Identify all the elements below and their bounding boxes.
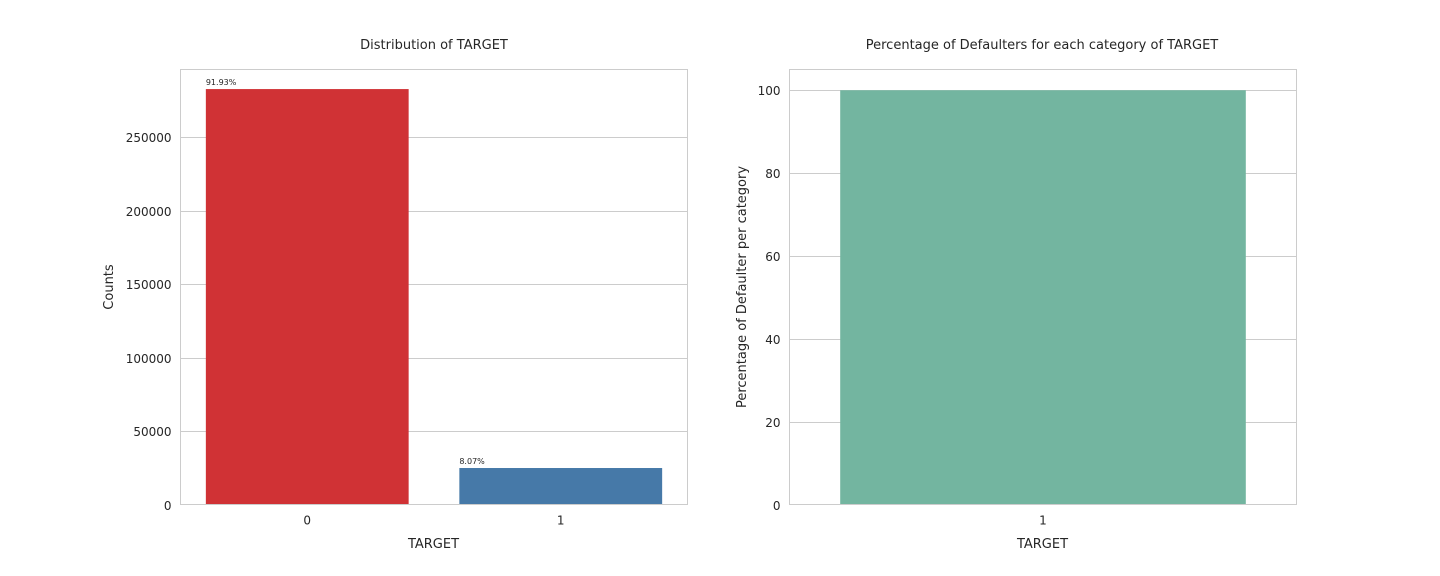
- x-tick-label: 1: [1039, 514, 1047, 528]
- defaulter-percentage-chart: Percentage of Defaulters for each catego…: [735, 38, 1297, 552]
- y-axis-label: Counts: [102, 264, 117, 310]
- chart-title: Distribution of TARGET: [360, 38, 508, 53]
- chart-title: Percentage of Defaulters for each catego…: [866, 38, 1219, 53]
- y-tick-labels: 0 50000 100000 150000 200000 250000: [126, 131, 172, 513]
- y-tick-label: 100000: [126, 352, 172, 366]
- y-tick-label: 0: [164, 499, 172, 513]
- y-tick-label: 0: [773, 499, 781, 513]
- bars: [840, 90, 1246, 505]
- bar: [205, 89, 409, 505]
- bars: [205, 89, 663, 505]
- bar: [840, 90, 1246, 505]
- plot-frame: [180, 69, 688, 505]
- x-axis-label: TARGET: [407, 537, 459, 552]
- y-tick-label: 80: [765, 167, 780, 181]
- data-labels: 91.93% 8.07%: [206, 78, 485, 466]
- x-tick-labels: 1: [1039, 514, 1047, 528]
- y-tick-label: 200000: [126, 205, 172, 219]
- y-tick-label: 20: [765, 416, 780, 430]
- y-tick-label: 40: [765, 333, 780, 347]
- x-axis-label: TARGET: [1016, 537, 1068, 552]
- y-tick-label: 60: [765, 250, 780, 264]
- x-tick-label: 0: [303, 514, 311, 528]
- y-tick-label: 100: [758, 84, 781, 98]
- y-tick-label: 250000: [126, 131, 172, 145]
- y-tick-labels: 0 20 40 60 80 100: [758, 84, 781, 513]
- data-label: 91.93%: [206, 78, 237, 87]
- y-tick-label: 50000: [133, 425, 171, 439]
- bar: [459, 468, 663, 505]
- plot-frame: [789, 69, 1297, 505]
- data-label: 8.07%: [459, 457, 485, 466]
- x-tick-label: 1: [557, 514, 565, 528]
- distribution-chart: Distribution of TARGET 91.93% 8.07% 0 5000…: [102, 38, 688, 552]
- y-tick-label: 150000: [126, 278, 172, 292]
- y-axis-label: Percentage of Defaulter per category: [735, 166, 750, 408]
